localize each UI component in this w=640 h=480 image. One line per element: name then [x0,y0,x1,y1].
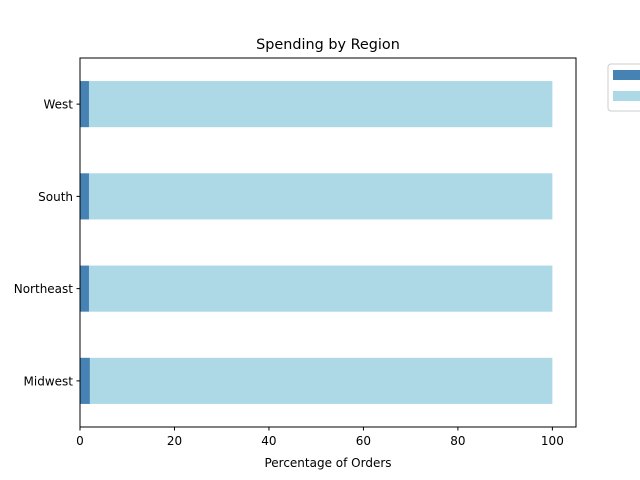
bar-northeast-series-1 [80,265,89,312]
y-tick-label: West [43,98,73,112]
y-tick-label: South [38,190,73,204]
bar-south-series-1 [80,173,89,220]
x-axis-label: Percentage of Orders [264,456,391,470]
bar-south-series-2 [88,173,553,220]
x-tick-label: 0 [76,434,84,448]
bars-layer [80,81,553,404]
y-axis: Midwest Northeast South West [14,98,80,388]
bar-midwest-series-1 [80,357,90,404]
plot-frame [79,57,577,428]
bar-west-series-2 [88,81,553,128]
x-tick-label: 20 [167,434,182,448]
y-tick-label: Northeast [14,282,74,296]
x-tick-label: 60 [356,434,371,448]
y-tick-label: Midwest [24,374,74,388]
legend [607,63,640,112]
legend-swatch-series-2 [613,91,640,101]
legend-swatch-series-1 [613,70,640,80]
chart-title: Spending by Region [256,37,400,53]
x-tick-label: 100 [541,434,564,448]
bar-midwest-series-2 [89,357,553,404]
bar-west-series-1 [80,81,89,128]
x-tick-label: 40 [261,434,276,448]
bar-northeast-series-2 [88,265,553,312]
x-axis: 0 20 40 60 80 100 [76,427,564,448]
x-tick-label: 80 [450,434,465,448]
